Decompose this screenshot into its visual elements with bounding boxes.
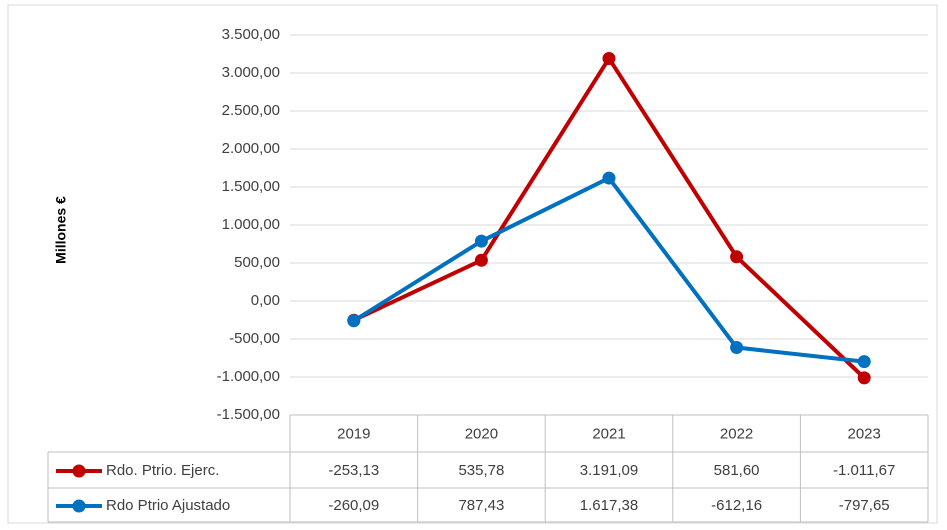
table-value: -797,65 — [839, 497, 890, 514]
y-tick-label: 3.500,00 — [222, 26, 280, 43]
data-point — [474, 234, 488, 248]
data-point — [602, 51, 616, 65]
table-value: 535,78 — [458, 462, 504, 479]
table-value: 3.191,09 — [580, 462, 638, 479]
y-tick-label: 500,00 — [234, 254, 280, 271]
x-tick-label: 2022 — [720, 425, 753, 442]
table-value: -253,13 — [328, 462, 379, 479]
y-tick-label: 1.000,00 — [222, 216, 280, 233]
y-tick-label: 1.500,00 — [222, 178, 280, 195]
legend-label: Rdo. Ptrio. Ejerc. — [106, 462, 219, 479]
x-tick-label: 2020 — [465, 425, 498, 442]
table-value: 1.617,38 — [580, 497, 638, 514]
table-value: -612,16 — [711, 497, 762, 514]
y-tick-label: 2.000,00 — [222, 140, 280, 157]
x-tick-label: 2023 — [848, 425, 881, 442]
table-value: -1.011,67 — [833, 462, 895, 479]
y-tick-label: 0,00 — [251, 292, 280, 309]
data-point — [347, 314, 361, 328]
x-tick-label: 2021 — [592, 425, 625, 442]
legend-marker — [72, 499, 86, 513]
legend-label: Rdo Ptrio Ajustado — [106, 497, 230, 514]
y-axis-label: Millones € — [53, 196, 69, 264]
data-point — [602, 171, 616, 185]
legend-marker — [72, 464, 86, 478]
y-tick-label: 2.500,00 — [222, 102, 280, 119]
data-point — [730, 250, 744, 264]
data-point — [857, 355, 871, 369]
x-tick-label: 2019 — [337, 425, 370, 442]
y-tick-label: -1.500,00 — [217, 406, 280, 423]
table-value: 581,60 — [714, 462, 760, 479]
y-tick-label: -500,00 — [229, 330, 280, 347]
y-tick-label: 3.000,00 — [222, 64, 280, 81]
data-point — [474, 253, 488, 267]
table-value: -260,09 — [328, 497, 379, 514]
data-point — [857, 371, 871, 385]
y-tick-label: -1.000,00 — [217, 368, 280, 385]
data-point — [730, 341, 744, 355]
table-value: 787,43 — [458, 497, 504, 514]
